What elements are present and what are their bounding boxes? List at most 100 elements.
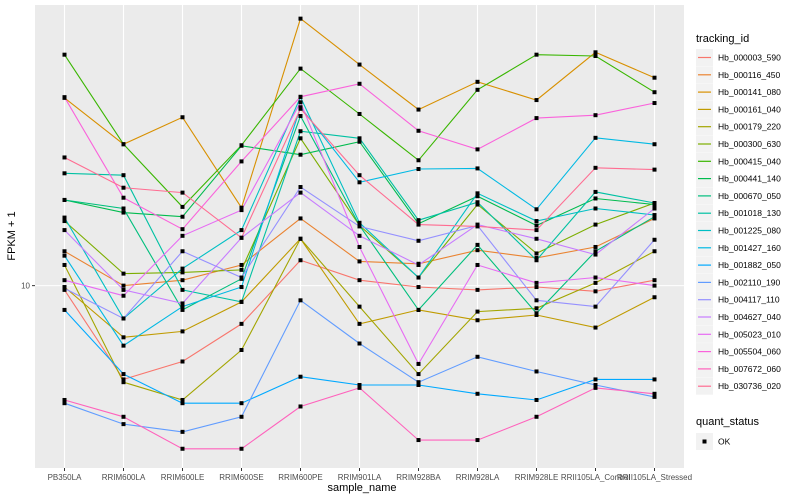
x-tick-label: RRIM928BA	[396, 473, 441, 482]
data-point	[475, 287, 480, 292]
data-point	[239, 228, 244, 233]
data-point	[534, 223, 539, 228]
data-point	[180, 278, 185, 283]
data-point	[239, 262, 244, 267]
data-point	[121, 206, 126, 211]
data-point	[416, 382, 421, 387]
data-point	[180, 359, 185, 364]
data-point	[180, 397, 185, 402]
data-point	[475, 166, 480, 171]
data-point	[121, 271, 126, 276]
data-point	[416, 361, 421, 366]
data-point	[357, 224, 362, 229]
data-point	[357, 259, 362, 264]
data-point	[534, 298, 539, 303]
data-point	[652, 278, 657, 283]
legend-label: Hb_001225_080	[718, 226, 781, 236]
x-axis: PB350LA RRIM600LA RRIM600LE RRIM600SE RRIM60…	[48, 468, 692, 482]
data-point	[534, 306, 539, 311]
data-point	[121, 372, 126, 377]
data-point	[180, 270, 185, 275]
data-point	[239, 299, 244, 304]
data-point	[416, 218, 421, 223]
data-point	[298, 258, 303, 263]
data-point	[416, 262, 421, 267]
x-tick-label: RRIM928LA	[456, 473, 500, 482]
data-point	[593, 304, 598, 309]
data-point	[593, 189, 598, 194]
data-point	[475, 438, 480, 443]
data-point	[416, 307, 421, 312]
data-point	[652, 167, 657, 172]
data-point	[652, 75, 657, 80]
data-point	[416, 167, 421, 172]
data-point	[62, 215, 67, 220]
data-point	[593, 206, 598, 211]
data-point	[475, 79, 480, 84]
data-point	[62, 95, 67, 100]
data-point	[62, 171, 67, 176]
data-point	[62, 52, 67, 57]
data-point	[239, 321, 244, 326]
data-point	[534, 52, 539, 57]
data-point	[357, 244, 362, 249]
data-point	[298, 94, 303, 99]
data-point	[239, 143, 244, 148]
data-point	[534, 98, 539, 103]
legend-label: Hb_002110_190	[718, 277, 781, 287]
x-tick-label: RRIM600LA	[102, 473, 146, 482]
x-tick-label: RRIM901LA	[338, 473, 382, 482]
data-point	[121, 287, 126, 292]
data-point	[475, 191, 480, 196]
data-point	[357, 233, 362, 238]
data-point	[534, 397, 539, 402]
data-point	[475, 202, 480, 207]
data-point	[298, 152, 303, 157]
legend2-label-ok: OK	[718, 437, 731, 447]
data-point	[62, 219, 67, 224]
data-point	[62, 278, 67, 283]
data-point	[357, 321, 362, 326]
data-point	[357, 341, 362, 346]
legend-label: Hb_000415_040	[718, 156, 781, 166]
data-point	[239, 159, 244, 164]
data-point	[475, 309, 480, 314]
series-points	[62, 16, 657, 451]
legend-label: Hb_030736_020	[718, 381, 781, 391]
data-point	[475, 242, 480, 247]
data-point	[475, 194, 480, 199]
data-point	[180, 266, 185, 271]
data-point	[593, 289, 598, 294]
data-point	[239, 205, 244, 210]
data-point	[652, 394, 657, 399]
data-point	[121, 380, 126, 385]
data-point	[593, 252, 598, 257]
data-point	[121, 283, 126, 288]
data-point	[593, 54, 598, 59]
data-point	[298, 185, 303, 190]
data-point	[593, 196, 598, 201]
data-point	[652, 283, 657, 288]
data-point	[593, 280, 598, 285]
legend-label: Hb_000141_080	[718, 87, 781, 97]
data-point	[62, 401, 67, 406]
legend-label: Hb_005504_060	[718, 347, 781, 357]
data-point	[416, 372, 421, 377]
data-point	[121, 293, 126, 298]
data-point	[121, 173, 126, 178]
data-point	[475, 87, 480, 92]
x-tick-label: RRIM600LE	[161, 473, 205, 482]
legend-label: Hb_004117_110	[718, 295, 780, 305]
data-point	[357, 220, 362, 225]
legend-label: Hb_001427_160	[718, 243, 781, 253]
data-point	[121, 210, 126, 215]
legend2-title: quant_status	[696, 416, 759, 428]
data-point	[298, 136, 303, 141]
data-point	[357, 62, 362, 67]
data-point	[62, 155, 67, 160]
data-point	[593, 113, 598, 118]
data-point	[298, 129, 303, 134]
data-point	[180, 233, 185, 238]
legend: tracking_id Hb_000003_590 Hb_000116_450 Hb…	[696, 33, 781, 450]
